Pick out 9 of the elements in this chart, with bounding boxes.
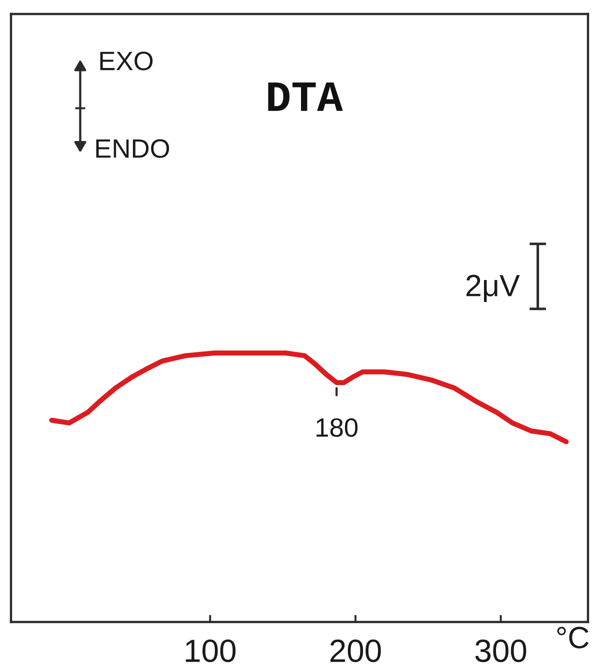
text: EXO bbox=[100, 52, 153, 70]
x-tick-label: 100 bbox=[186, 640, 236, 662]
x-axis-title: °C bbox=[557, 626, 589, 648]
chart-title: DTA bbox=[268, 82, 343, 111]
x-tick-label: 200 bbox=[330, 640, 381, 662]
x-tick-label: 300 bbox=[475, 640, 526, 662]
text: ENDO bbox=[96, 139, 170, 158]
text: 2μV bbox=[466, 274, 520, 302]
annotation: 180 bbox=[316, 418, 358, 437]
